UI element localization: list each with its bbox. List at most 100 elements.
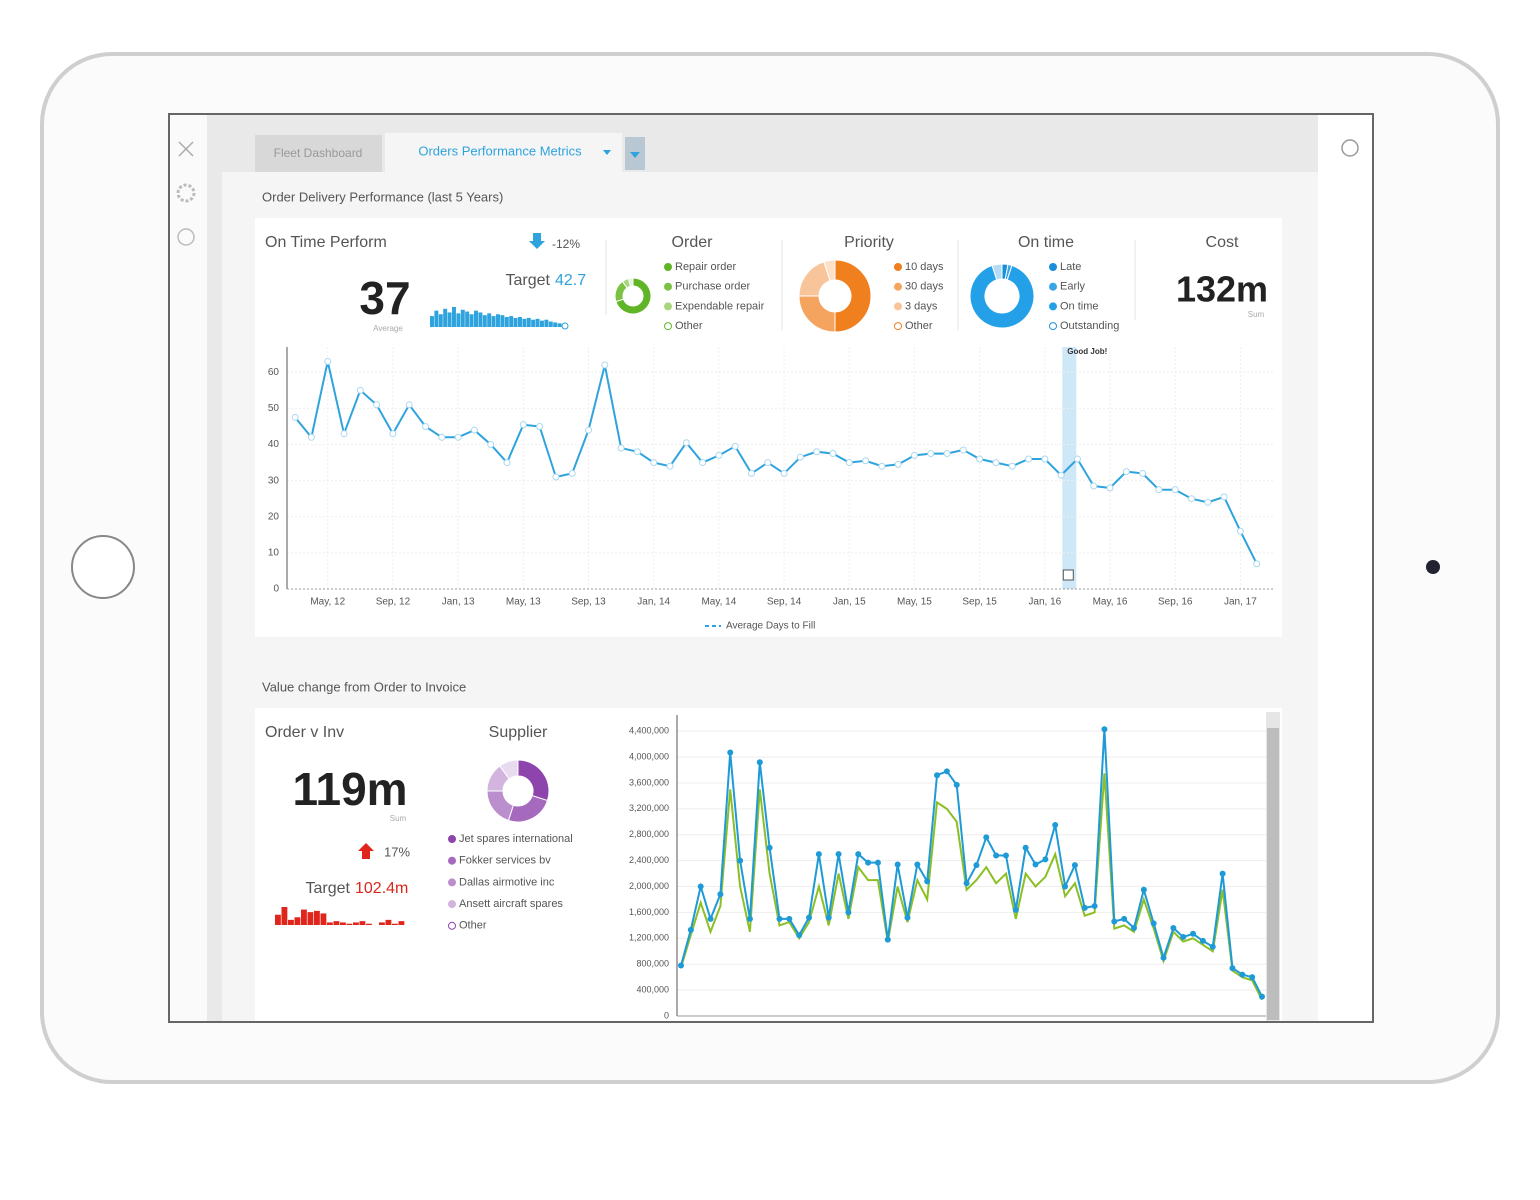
sparkline-bar [353, 922, 359, 925]
sparkline-bar [434, 310, 439, 327]
tab-label[interactable]: Fleet Dashboard [274, 146, 363, 160]
sparkline-bar [340, 922, 346, 925]
data-point [438, 433, 446, 441]
data-point [815, 851, 822, 858]
close-icon[interactable] [178, 141, 194, 157]
sparkline-bar [452, 307, 456, 327]
sparkline-bar [314, 910, 320, 925]
tab[interactable] [255, 135, 382, 172]
data-point [633, 448, 641, 456]
legend-marker [448, 878, 456, 887]
sparkline-bar [474, 310, 478, 327]
tab-active[interactable] [385, 133, 622, 172]
y-tick-label: 1,600,000 [629, 907, 669, 917]
data-point [747, 469, 755, 477]
sparkline-bar [281, 907, 288, 925]
y-tick-label: 800,000 [636, 959, 669, 969]
data-point [1130, 924, 1137, 931]
y-tick-label: 2,800,000 [629, 829, 669, 839]
tab-caret[interactable] [603, 150, 611, 155]
data-point [1219, 870, 1226, 877]
y-tick-label: 60 [268, 367, 280, 378]
data-point [862, 457, 870, 465]
data-point [536, 422, 544, 430]
data-point [1052, 822, 1059, 829]
donut-slice [834, 259, 872, 333]
sparkline-bar [535, 318, 540, 327]
sparkline-bar [478, 312, 483, 327]
data-point [865, 859, 872, 866]
data-point [373, 401, 381, 409]
legend-marker [894, 282, 902, 291]
legend-label: Expendable repair [675, 300, 765, 312]
data-point [1239, 971, 1246, 978]
kpi-target-label: Target [506, 272, 551, 289]
donut-slice [627, 277, 634, 287]
sparkline-bar [288, 919, 294, 925]
data-point [1139, 469, 1147, 477]
donut-slice [823, 259, 836, 282]
data-point [855, 851, 862, 858]
legend-label: Average Days to Fill [726, 621, 815, 632]
y-tick-label: 0 [273, 584, 279, 595]
home-button[interactable] [71, 535, 135, 599]
x-tick-label: Jan, 13 [442, 597, 475, 608]
data-point [796, 932, 803, 939]
kpi-target-label: Target [306, 880, 351, 897]
data-point [1249, 974, 1256, 981]
data-point [405, 401, 413, 409]
data-point [874, 859, 881, 866]
data-point [1073, 455, 1081, 463]
sparkline-bar [359, 921, 366, 925]
search-icon[interactable] [1341, 139, 1359, 157]
x-tick-label: Jan, 14 [637, 597, 670, 608]
legend-marker [1049, 302, 1057, 311]
data-point [943, 450, 951, 458]
x-tick-label: Sep, 13 [571, 597, 606, 608]
kpi-title: On Time Perform [265, 234, 387, 251]
donut-slice [615, 277, 652, 315]
data-point [687, 926, 694, 933]
sparkline-bar [540, 320, 544, 327]
sparkline-bar [491, 316, 496, 327]
data-point [1204, 498, 1212, 506]
sparkline-bar [456, 313, 461, 327]
data-point [1259, 993, 1265, 1000]
history-icon[interactable] [177, 228, 195, 246]
cost-caption: Sum [1248, 310, 1265, 319]
data-point [699, 459, 707, 467]
data-point [953, 781, 960, 788]
cost-value: 132m [1176, 269, 1268, 310]
y-tick-label: 3,600,000 [629, 777, 669, 787]
settings-icon[interactable] [176, 183, 196, 203]
y-tick-label: 10 [268, 548, 280, 559]
tab-label[interactable]: Orders Performance Metrics [418, 143, 582, 158]
tab-menu-caret[interactable] [630, 152, 640, 158]
x-tick-label: May, 14 [701, 597, 736, 608]
data-point [1022, 844, 1029, 851]
right-rail [1318, 115, 1372, 1021]
legend-label: On time [1060, 300, 1099, 312]
data-point [707, 915, 714, 922]
sparkline-bar [430, 316, 434, 327]
legend-label: Outstanding [1060, 320, 1119, 332]
scrollbar-thumb[interactable] [1267, 728, 1279, 1020]
y-tick-label: 4,400,000 [629, 726, 669, 736]
data-point [1140, 886, 1147, 893]
widget-title: Supplier [489, 724, 548, 741]
sparkline-bar [443, 308, 448, 327]
y-tick-label: 2,400,000 [629, 855, 669, 865]
sparkline-bar [294, 917, 301, 925]
legend-label: Other [675, 320, 703, 332]
data-point [894, 861, 901, 868]
data-point [1155, 486, 1163, 494]
data-point [1008, 462, 1016, 470]
legend-marker [448, 856, 456, 865]
data-point [731, 442, 739, 450]
data-point [764, 459, 772, 467]
y-tick-label: 0 [664, 1010, 669, 1020]
sparkline-bar [333, 921, 340, 925]
legend-marker [664, 263, 672, 271]
kpi-caption: Sum [390, 814, 407, 823]
